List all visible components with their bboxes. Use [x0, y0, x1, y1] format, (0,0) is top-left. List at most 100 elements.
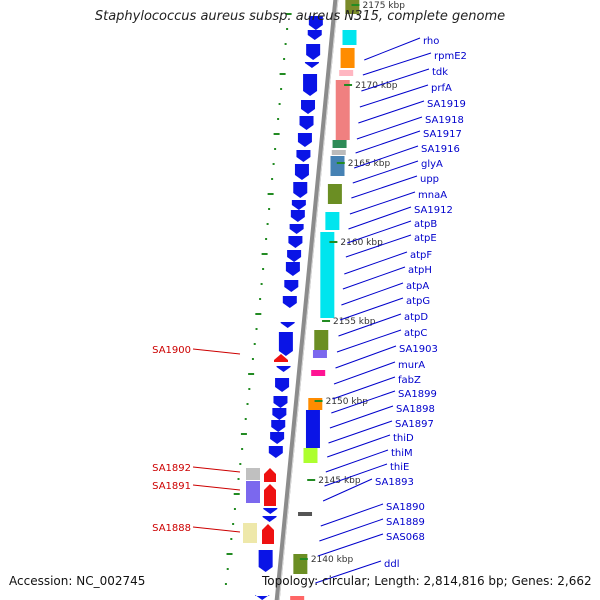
scale-tick-label: 2175 kbp [363, 1, 406, 11]
gene-label-sa1917: SA1917 [423, 129, 462, 140]
leader-line [347, 220, 412, 244]
gene-label-tdk: tdk [432, 67, 448, 78]
gene-label-sa1903: SA1903 [399, 344, 438, 355]
gene-arrow [284, 280, 299, 292]
leader-line [331, 390, 396, 414]
feature-box [293, 554, 308, 574]
gene-arrow [304, 62, 319, 68]
gene-arrow-left [264, 484, 276, 506]
leader-line [361, 68, 430, 92]
leader-line [336, 329, 402, 353]
gene-arrow [255, 595, 270, 600]
leader-line [339, 297, 404, 321]
gene-label-thie: thiE [390, 462, 409, 473]
gene-label-rho: rho [423, 36, 439, 47]
gene-label-mnaa: mnaA [418, 190, 447, 201]
gene-label-mura: murA [398, 360, 425, 371]
leader-line [322, 478, 373, 502]
leader-line-left [192, 348, 241, 355]
feature-box [342, 30, 357, 45]
leader-line-left [192, 466, 241, 473]
leader-line [349, 191, 416, 215]
leader-line [351, 175, 418, 199]
leader-line [332, 376, 396, 400]
outer-tick-track [224, 13, 292, 585]
feature-box-left [243, 523, 257, 543]
gene-label-atpe: atpE [414, 233, 437, 244]
gene-labels-left: SA1900 SA1892 SA1891 SA1888 [152, 345, 191, 534]
gene-label-atpa: atpA [406, 281, 429, 292]
gene-arrow [301, 100, 316, 114]
gene-arrow [293, 182, 308, 198]
gene-label-thim: thiM [391, 448, 413, 459]
gene-label-sa1900: SA1900 [152, 345, 191, 356]
leader-line [317, 533, 384, 557]
scale-tick-label: 2165 kbp [348, 159, 391, 169]
gene-label-atph: atpH [408, 265, 432, 276]
feature-box [314, 330, 329, 350]
gene-arrow [289, 224, 304, 234]
feature-box [327, 184, 342, 204]
leader-line [327, 434, 391, 458]
gene-label-rpme2: rpmE2 [434, 51, 467, 62]
gene-label-sa1899: SA1899 [398, 389, 437, 400]
leader-line [329, 405, 394, 429]
feature-box [339, 70, 354, 76]
feature-box [331, 150, 346, 155]
feature-box [290, 596, 305, 600]
gene-arrow [306, 44, 321, 60]
gene-label-thid: thiD [393, 433, 414, 444]
backbone-highlight [278, 0, 339, 600]
gene-arrow [268, 446, 283, 458]
feature-box [320, 232, 335, 318]
leader-line [328, 420, 393, 444]
feature-box-left [246, 481, 260, 503]
feature-box [335, 80, 350, 140]
scale-tick-label: 2155 kbp [333, 317, 376, 327]
gene-arrow [303, 74, 318, 96]
gene-label-sa1888: SA1888 [152, 523, 191, 534]
gene-arrow [285, 262, 300, 276]
feature-box [312, 350, 327, 358]
leader-line [359, 84, 429, 108]
gene-label-prfa: prfA [431, 83, 452, 94]
leader-line [333, 361, 396, 385]
gene-arrow [299, 116, 314, 130]
leader-line-left [192, 484, 241, 491]
feature-box [305, 410, 320, 448]
feature-box [303, 448, 318, 463]
gene-label-sa1889: SA1889 [386, 517, 425, 528]
gene-arrow [287, 250, 302, 262]
leader-line [352, 160, 419, 184]
topology-text: Topology: circular; Length: 2,814,816 bp… [262, 574, 592, 588]
gene-label-sa1919: SA1919 [427, 99, 466, 110]
gene-label-atpd: atpD [404, 312, 428, 323]
gene-arrow [297, 133, 312, 147]
leader-line [325, 449, 389, 473]
genome-backbone [274, 0, 339, 600]
gene-arrow [296, 150, 311, 162]
gene-label-upp: upp [420, 174, 439, 185]
scale-tick-label: 2140 kbp [311, 555, 354, 565]
gene-arrow [308, 16, 323, 30]
backbone-line [274, 0, 339, 600]
gene-arrow [278, 332, 293, 356]
leader-line-left [192, 526, 241, 533]
gene-arrows [243, 16, 323, 600]
gene-arrow [280, 322, 295, 328]
gene-label-atpf: atpF [410, 250, 432, 261]
gene-label-atpc: atpC [404, 328, 427, 339]
gene-label-sa1898: SA1898 [396, 404, 435, 415]
gene-label-sa1892: SA1892 [152, 463, 191, 474]
leader-line [358, 100, 425, 124]
label-leaders [192, 37, 432, 584]
gene-label-sa1891: SA1891 [152, 481, 191, 492]
gene-arrow [307, 30, 322, 40]
gene-arrow [273, 396, 288, 408]
gene-arrow [288, 236, 303, 248]
gene-arrow [276, 366, 291, 372]
feature-track [290, 0, 360, 600]
gene-label-sa1918: SA1918 [425, 115, 464, 126]
gene-labels-right: rho rpmE2 tdk prfA SA1919 SA1918 SA1917 SA1916 g… [375, 36, 467, 570]
